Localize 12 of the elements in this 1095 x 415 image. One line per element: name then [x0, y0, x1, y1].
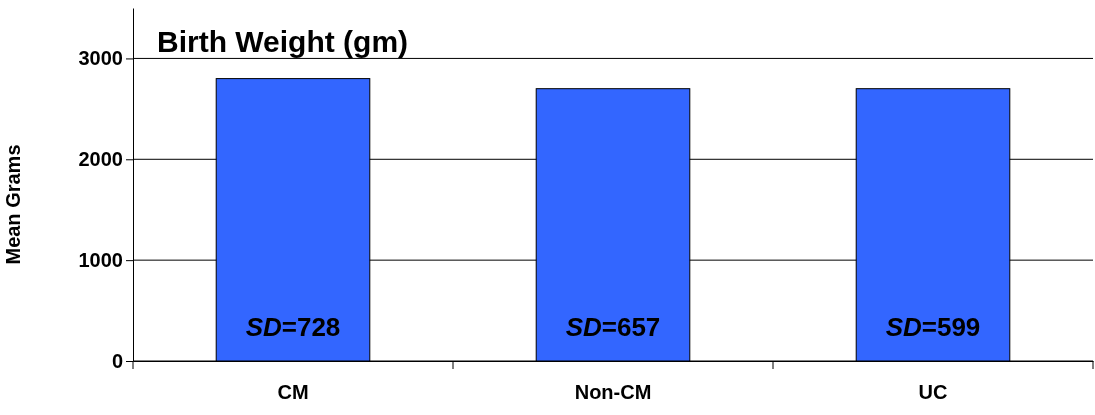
annotation: SD=657	[565, 312, 661, 343]
annotation: SD=728	[245, 312, 341, 343]
y-tick-label: 2000	[78, 148, 123, 171]
x-tick-label: Non-CM	[574, 381, 652, 403]
annotation: SD=599	[885, 312, 981, 343]
x-tick-label: UC	[918, 381, 948, 403]
y-tick-label: 1000	[78, 249, 123, 272]
y-axis-title: Mean Grams	[2, 144, 24, 265]
y-tick-label: 3000	[78, 47, 123, 70]
y-tick-label: 0	[111, 349, 123, 372]
text: Birth Weight (gm)	[157, 25, 409, 58]
x-tick-label: CM	[277, 381, 309, 403]
